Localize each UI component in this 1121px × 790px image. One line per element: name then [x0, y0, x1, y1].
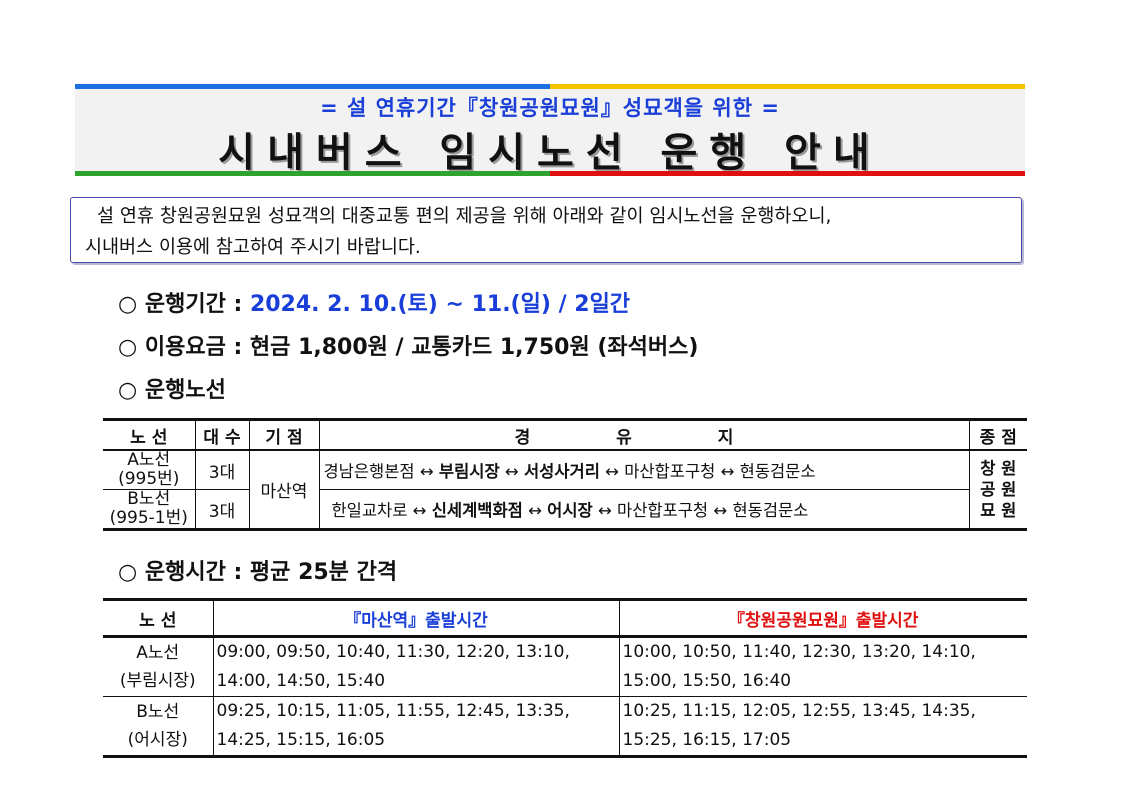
header-via: 경 유 지 — [318, 419, 970, 451]
table-row: B노선 (995-1번) 3대 한일교차로 ↔ 신세계백화점 ↔ 어시장 ↔ 마… — [103, 489, 1027, 530]
timetable-header: 노 선 『마산역』출발시간 『창원공원묘원』출발시간 — [103, 599, 1027, 638]
arrow-icon: ↔ — [528, 501, 542, 520]
page-title: 시내버스 임시노선 운행 안내 — [218, 130, 882, 176]
arrow-icon: ↔ — [504, 462, 519, 481]
header-from-cemetery: 『창원공원묘원』출발시간 — [618, 599, 1027, 638]
station-departures: 09:25, 10:15, 11:05, 11:55, 12:45, 13:35… — [212, 696, 620, 757]
end-point: 창 원 공 원 묘 원 — [968, 449, 1027, 530]
period-line: ○ 운행기간 : 2024. 2. 10.(토) ~ 11.(일) / 2일간 — [118, 286, 630, 318]
end-point-line: 창 원 — [980, 459, 1017, 478]
cemetery-departures: 10:00, 10:50, 11:40, 12:30, 13:20, 14:10… — [618, 636, 1027, 697]
stop: 마산합포구청 — [617, 501, 709, 520]
route-name-line: B노선 — [127, 489, 171, 509]
via-stops: 한일교차로 ↔ 신세계백화점 ↔ 어시장 ↔ 마산합포구청 ↔ 현동검문소 — [318, 489, 969, 530]
bus-count: 3대 — [194, 489, 250, 530]
route-name-line: A노선 — [127, 450, 171, 470]
times-line: 09:25, 10:15, 11:05, 11:55, 12:45, 13:35… — [216, 701, 570, 721]
route-number: (995-1번) — [109, 508, 188, 528]
table-row: A노선 (995번) 3대 마산역 경남은행본점 ↔ 부림시장 ↔ 서성사거리 … — [103, 449, 1027, 530]
end-point-line: 공 원 — [980, 480, 1017, 499]
route-via: (부림시장) — [119, 671, 196, 691]
title-banner: = 설 연휴기간『창원공원묘원』성묘객을 위한 = 시내버스 임시노선 운행 안… — [75, 84, 1025, 176]
end-point-line: 묘 원 — [980, 501, 1017, 520]
times-line: 14:25, 15:15, 16:05 — [216, 730, 386, 750]
arrow-icon: ↔ — [720, 462, 735, 481]
period-value: 2024. 2. 10.(토) ~ 11.(일) / 2일간 — [249, 292, 631, 317]
route-table-header: 노 선 대 수 기 점 경 유 지 종 점 — [103, 419, 1027, 451]
banner-bar-blue — [75, 84, 550, 89]
banner-bar-red — [550, 171, 1025, 176]
intro-line-1: 설 연휴 창원공원묘원 성묘객의 대중교통 편의 제공을 위해 아래와 같이 임… — [97, 206, 832, 227]
station-departures: 09:00, 09:50, 10:40, 11:30, 12:20, 13:10… — [212, 636, 620, 697]
stop: 현동검문소 — [732, 501, 809, 520]
stop-key: 어시장 — [547, 501, 593, 520]
header-end: 종 점 — [968, 419, 1027, 451]
header-start: 기 점 — [248, 419, 320, 451]
header-route: 노 선 — [103, 599, 214, 638]
routes-heading: ○ 운행노선 — [118, 378, 226, 403]
start-point: 마산역 — [248, 449, 320, 530]
interval-line: ○ 운행시간 : 평균 25분 간격 — [118, 560, 398, 585]
via-stops: 경남은행본점 ↔ 부림시장 ↔ 서성사거리 ↔ 마산합포구청 ↔ 현동검문소 — [318, 449, 970, 490]
cemetery-departures: 10:25, 11:15, 12:05, 12:55, 13:45, 14:35… — [618, 696, 1027, 757]
route-name: B노선 (어시장) — [103, 696, 214, 757]
route-name-line: A노선 — [136, 643, 180, 663]
route-name: A노선 (부림시장) — [103, 636, 214, 697]
table-row: B노선 (어시장) 09:25, 10:15, 11:05, 11:55, 12… — [103, 696, 1027, 757]
stop-key: 부림시장 — [438, 462, 500, 481]
page-subtitle: = 설 연휴기간『창원공원묘원』성묘객을 위한 = — [320, 96, 780, 120]
route-table: 노 선 대 수 기 점 경 유 지 종 점 A노선 (995번) 3대 마산역 … — [103, 418, 1027, 531]
header-route: 노 선 — [103, 419, 196, 451]
arrow-icon: ↔ — [713, 501, 728, 520]
period-label: ○ 운행기간 : — [118, 292, 250, 317]
times-line: 09:00, 09:50, 10:40, 11:30, 12:20, 13:10… — [216, 642, 570, 662]
timetable: 노 선 『마산역』출발시간 『창원공원묘원』출발시간 A노선 (부림시장) 09… — [103, 598, 1027, 758]
route-number: (995번) — [118, 469, 180, 489]
table-row: A노선 (부림시장) 09:00, 09:50, 10:40, 11:30, 1… — [103, 636, 1027, 697]
header-count: 대 수 — [194, 419, 250, 451]
stop: 한일교차로 — [331, 501, 408, 520]
route-name-line: B노선 — [136, 702, 180, 722]
arrow-icon: ↔ — [597, 501, 612, 520]
stop: 마산합포구청 — [624, 462, 716, 481]
header-from-station: 『마산역』출발시간 — [212, 599, 620, 638]
times-line: 10:25, 11:15, 12:05, 12:55, 13:45, 14:35… — [622, 701, 976, 721]
arrow-icon: ↔ — [412, 501, 427, 520]
stop-key: 서성사거리 — [523, 462, 600, 481]
times-line: 15:00, 15:50, 16:40 — [622, 671, 792, 691]
times-line: 10:00, 10:50, 11:40, 12:30, 13:20, 14:10… — [622, 642, 976, 662]
route-name: A노선 (995번) — [103, 449, 196, 490]
banner-bar-yellow — [550, 84, 1025, 89]
route-via: (어시장) — [127, 730, 188, 750]
bus-count: 3대 — [194, 449, 250, 490]
arrow-icon: ↔ — [605, 462, 619, 481]
fare-line: ○ 이용요금 : 현금 1,800원 / 교통카드 1,750원 (좌석버스) — [118, 335, 699, 360]
intro-line-2: 시내버스 이용에 참고하여 주시기 바랍니다. — [85, 237, 421, 258]
stop-key: 신세계백화점 — [431, 501, 523, 520]
stop: 경남은행본점 — [323, 462, 415, 481]
banner-bar-green — [75, 171, 550, 176]
route-name: B노선 (995-1번) — [103, 489, 196, 530]
intro-box: 설 연휴 창원공원묘원 성묘객의 대중교통 편의 제공을 위해 아래와 같이 임… — [70, 197, 1022, 263]
arrow-icon: ↔ — [419, 462, 434, 481]
times-line: 14:00, 14:50, 15:40 — [216, 671, 386, 691]
stop: 현동검문소 — [739, 462, 816, 481]
times-line: 15:25, 16:15, 17:05 — [622, 730, 792, 750]
